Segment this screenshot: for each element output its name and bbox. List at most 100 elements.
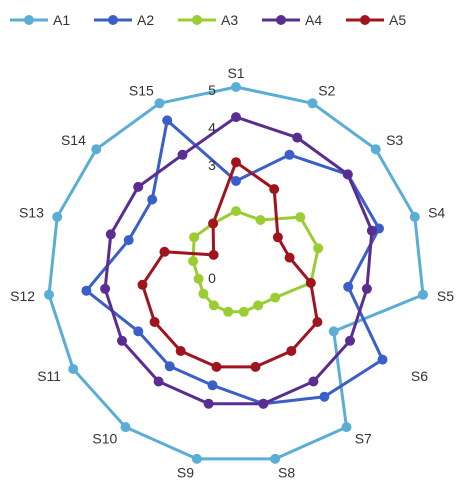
point-a4-s13	[105, 229, 116, 240]
point-a1-s9	[191, 453, 202, 464]
point-a4-s11	[117, 335, 127, 346]
point-a2-s1	[231, 176, 241, 186]
point-a4-s15	[177, 149, 188, 160]
point-a2-s10	[164, 361, 175, 372]
point-a2-s2	[284, 149, 295, 160]
point-a4-s8	[258, 398, 269, 409]
point-a1-s3	[370, 144, 381, 155]
point-a4-s7	[308, 376, 319, 387]
point-a2-s12	[81, 285, 92, 296]
category-label-s1: S1	[227, 65, 244, 81]
point-a1-s6	[328, 326, 339, 337]
series-line-a2	[84, 118, 384, 406]
radial-tick-3: 3	[208, 157, 216, 173]
category-label-s5: S5	[437, 288, 454, 304]
point-a3-s8	[238, 306, 249, 317]
point-a5-s7	[286, 346, 297, 356]
point-a5-s3	[272, 232, 283, 243]
point-a1-s14	[91, 144, 102, 155]
category-label-s14: S14	[61, 132, 86, 148]
legend-label: A5	[389, 12, 406, 28]
legend-label: A4	[305, 12, 322, 28]
point-a5-s10	[175, 346, 186, 356]
point-a2-s11	[133, 326, 144, 337]
legend-swatch-marker	[108, 15, 118, 25]
category-label-s9: S9	[177, 465, 194, 480]
point-a4-s2	[292, 132, 303, 143]
point-a5-s15	[208, 218, 219, 229]
point-a4-s9	[203, 398, 214, 409]
point-a3-s11	[198, 288, 209, 299]
category-label-s8: S8	[278, 465, 295, 480]
series-line-a1	[47, 85, 425, 461]
point-a2-s7	[319, 391, 330, 402]
point-a5-s8	[250, 361, 261, 372]
legend-item-a3: A3	[178, 12, 238, 28]
point-a4-s6	[345, 335, 355, 346]
point-a1-s15	[154, 98, 165, 109]
point-a3-s3	[295, 212, 306, 223]
category-label-s13: S13	[19, 205, 44, 221]
category-label-s4: S4	[428, 205, 445, 221]
point-a5-s12	[137, 279, 148, 290]
point-a2-s14	[147, 194, 158, 205]
point-a5-s5	[305, 277, 316, 288]
point-a4-s10	[153, 376, 164, 387]
point-a2-s6	[377, 354, 388, 365]
series-a3	[188, 206, 324, 317]
point-a1-s4	[409, 211, 420, 222]
point-a1-s2	[307, 98, 318, 109]
point-a2-s5	[343, 281, 354, 292]
category-label-s15: S15	[129, 83, 154, 99]
series-a4	[100, 112, 377, 409]
point-a2-s9	[207, 380, 218, 391]
point-a5-s2	[269, 184, 280, 195]
radial-tick-4: 4	[208, 120, 216, 136]
point-a5-s14	[208, 249, 219, 260]
point-a1-s11	[68, 364, 79, 374]
point-a4-s12	[100, 283, 111, 294]
series-line-a4	[103, 115, 374, 406]
legend-item-a2: A2	[94, 12, 154, 28]
point-a3-s1	[231, 206, 241, 217]
legend-swatch-marker	[24, 15, 34, 25]
category-label-s7: S7	[355, 430, 372, 446]
category-labels: S1 S2 S3 S4 S5 S6 S7 S8 S9 S10 S11 S12 S13 S14 S15	[10, 65, 454, 480]
legend: A1 A2 A3 A4 A5	[10, 12, 406, 28]
point-a5-s6	[312, 317, 323, 327]
point-a4-s14	[133, 181, 144, 192]
point-a3-s13	[188, 256, 199, 267]
category-label-s6: S6	[411, 368, 428, 384]
point-a3-s7	[253, 300, 264, 311]
point-a4-s4	[366, 225, 377, 236]
category-label-s10: S10	[92, 430, 117, 446]
plot-area	[44, 82, 428, 464]
legend-item-a4: A4	[262, 12, 322, 28]
series-line-a5	[141, 160, 319, 369]
series-a1	[44, 82, 428, 464]
legend-swatch-marker	[276, 15, 286, 25]
legend-swatch-marker	[360, 15, 370, 25]
point-a1-s10	[120, 422, 131, 433]
point-a5-s13	[159, 246, 170, 257]
point-a5-s9	[211, 361, 222, 372]
legend-label: A3	[221, 12, 238, 28]
point-a1-s13	[52, 211, 63, 222]
radial-tick-5: 5	[208, 82, 216, 98]
point-a5-s1	[231, 157, 241, 168]
point-a3-s6	[270, 292, 281, 303]
point-a2-s13	[123, 235, 134, 246]
point-a3-s14	[189, 232, 200, 243]
point-a5-s4	[284, 252, 295, 263]
point-a4-s1	[231, 112, 241, 123]
point-a3-s10	[208, 300, 219, 311]
point-a1-s1	[231, 82, 241, 92]
category-label-s11: S11	[37, 368, 61, 384]
legend-label: A2	[137, 12, 154, 28]
series-a5	[137, 157, 323, 372]
legend-item-a1: A1	[10, 12, 70, 28]
category-label-s3: S3	[386, 132, 403, 148]
point-a5-s11	[149, 317, 160, 327]
